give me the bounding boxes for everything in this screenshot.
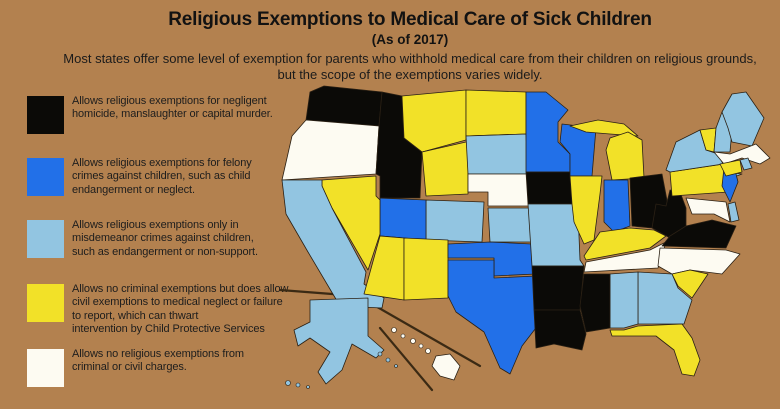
legend-swatch-light-blue <box>27 220 64 258</box>
state-wyoming <box>421 141 469 197</box>
state-rhode-island <box>739 157 753 171</box>
legend-label: Allows religious exemptions for negligen… <box>72 95 273 121</box>
state-north-carolina <box>657 247 741 275</box>
state-michigan <box>605 131 645 181</box>
state-hawaii-island <box>391 327 397 333</box>
legend-swatch-blue <box>27 158 64 196</box>
state-hawaii-island <box>425 348 431 354</box>
state-arkansas <box>531 265 585 311</box>
state-new-mexico <box>403 237 449 301</box>
page-title: Religious Exemptions to Medical Care of … <box>168 9 652 30</box>
state-texas <box>447 259 543 375</box>
state-florida <box>609 323 701 377</box>
state-hawaii-island <box>400 333 406 339</box>
state-maryland <box>685 197 731 223</box>
alaska-aleutian-island <box>285 380 291 386</box>
state-oklahoma <box>447 241 537 277</box>
legend-label: Allows religious exemptions only in misd… <box>72 219 258 258</box>
state-nebraska <box>467 173 531 207</box>
legend-swatch-white <box>27 349 64 387</box>
state-washington <box>305 85 383 127</box>
state-montana <box>401 89 467 153</box>
alaska-panhandle-island <box>377 351 383 357</box>
legend-label: Allows no criminal exemptions but does a… <box>72 283 289 336</box>
state-indiana <box>603 179 631 233</box>
subtitle-as-of: (As of 2017) <box>371 32 449 47</box>
alaska-aleutian-island <box>295 382 301 388</box>
state-colorado <box>425 199 485 243</box>
state-south-dakota <box>465 133 529 175</box>
state-north-dakota <box>465 89 527 137</box>
state-hawaii-big-island <box>431 353 461 381</box>
state-alaska <box>293 297 385 385</box>
state-kentucky <box>583 227 667 261</box>
us-choropleth-map <box>280 85 771 392</box>
state-virginia <box>661 219 737 249</box>
state-kansas <box>487 207 533 243</box>
state-utah <box>379 197 427 241</box>
state-oregon <box>281 119 380 181</box>
alaska-panhandle-island <box>385 357 391 363</box>
state-mississippi <box>579 273 611 333</box>
legend-label: Allows no religious exemptions from crim… <box>72 348 244 374</box>
legend-swatch-yellow <box>27 284 64 322</box>
state-maine <box>721 91 765 147</box>
state-south-carolina <box>671 269 709 299</box>
state-iowa <box>525 171 577 205</box>
state-connecticut <box>719 159 743 177</box>
state-louisiana <box>533 309 587 351</box>
alaska-aleutian-island <box>306 385 310 389</box>
description: Most states offer some level of exemptio… <box>63 51 757 82</box>
header: Religious Exemptions to Medical Care of … <box>0 0 780 82</box>
state-illinois <box>569 175 603 245</box>
legend-label: Allows religious exemptions for felony c… <box>72 157 252 196</box>
state-hawaii-island <box>418 343 424 349</box>
state-michigan-upper-peninsula <box>569 119 639 137</box>
state-hawaii-island <box>410 338 416 344</box>
state-alabama <box>609 271 639 329</box>
inset-separator-line <box>378 326 434 392</box>
alaska-panhandle-island <box>394 364 398 368</box>
legend-swatch-black <box>27 96 64 134</box>
state-new-york <box>665 129 724 173</box>
state-delaware <box>727 201 740 223</box>
